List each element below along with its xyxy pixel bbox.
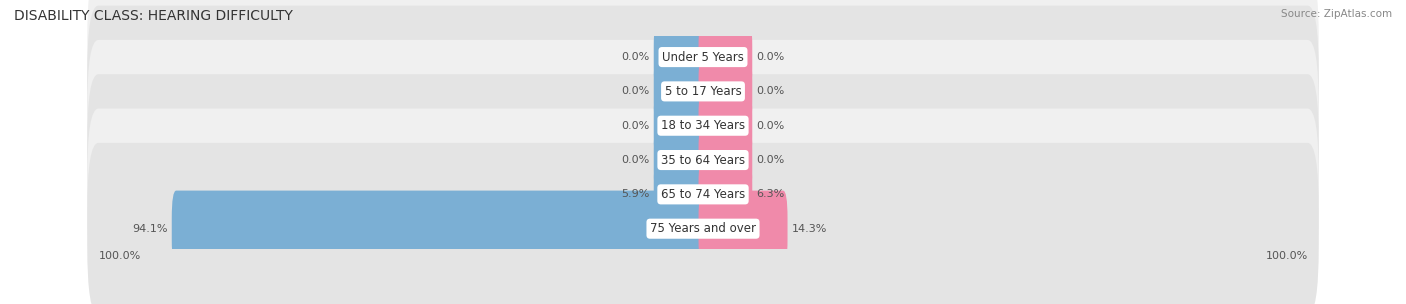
FancyBboxPatch shape — [699, 53, 752, 130]
Text: 0.0%: 0.0% — [756, 155, 785, 165]
FancyBboxPatch shape — [87, 74, 1319, 246]
FancyBboxPatch shape — [654, 19, 707, 95]
Text: 5 to 17 Years: 5 to 17 Years — [665, 85, 741, 98]
FancyBboxPatch shape — [87, 109, 1319, 280]
Text: Under 5 Years: Under 5 Years — [662, 50, 744, 64]
FancyBboxPatch shape — [699, 19, 752, 95]
FancyBboxPatch shape — [699, 88, 752, 164]
Text: 5.9%: 5.9% — [621, 189, 650, 199]
Text: Source: ZipAtlas.com: Source: ZipAtlas.com — [1281, 9, 1392, 19]
Text: DISABILITY CLASS: HEARING DIFFICULTY: DISABILITY CLASS: HEARING DIFFICULTY — [14, 9, 292, 23]
FancyBboxPatch shape — [87, 5, 1319, 177]
Text: 0.0%: 0.0% — [621, 121, 650, 131]
Text: 75 Years and over: 75 Years and over — [650, 222, 756, 235]
Text: 0.0%: 0.0% — [756, 52, 785, 62]
FancyBboxPatch shape — [699, 156, 752, 233]
FancyBboxPatch shape — [654, 122, 707, 198]
Text: 6.3%: 6.3% — [756, 189, 785, 199]
Text: 35 to 64 Years: 35 to 64 Years — [661, 154, 745, 167]
Text: 65 to 74 Years: 65 to 74 Years — [661, 188, 745, 201]
FancyBboxPatch shape — [654, 53, 707, 130]
FancyBboxPatch shape — [172, 191, 707, 267]
FancyBboxPatch shape — [699, 191, 787, 267]
Text: 0.0%: 0.0% — [756, 86, 785, 96]
Text: 0.0%: 0.0% — [621, 155, 650, 165]
Text: 14.3%: 14.3% — [792, 224, 827, 234]
FancyBboxPatch shape — [699, 122, 752, 198]
FancyBboxPatch shape — [87, 40, 1319, 212]
Text: 100.0%: 100.0% — [1265, 251, 1308, 261]
Text: 0.0%: 0.0% — [621, 52, 650, 62]
FancyBboxPatch shape — [654, 88, 707, 164]
Text: 0.0%: 0.0% — [756, 121, 785, 131]
Text: 18 to 34 Years: 18 to 34 Years — [661, 119, 745, 132]
FancyBboxPatch shape — [654, 156, 707, 233]
Text: 0.0%: 0.0% — [621, 86, 650, 96]
FancyBboxPatch shape — [87, 143, 1319, 304]
Text: 100.0%: 100.0% — [98, 251, 141, 261]
Text: 94.1%: 94.1% — [132, 224, 167, 234]
FancyBboxPatch shape — [87, 0, 1319, 143]
